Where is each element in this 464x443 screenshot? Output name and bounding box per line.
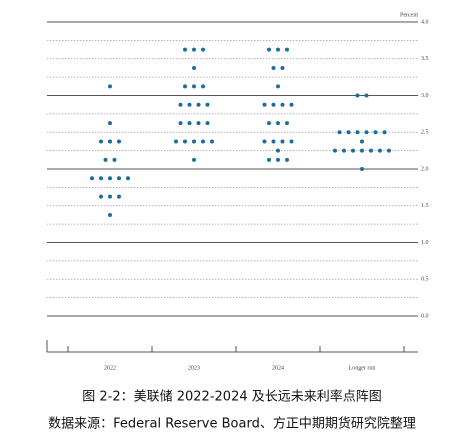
dot (360, 148, 364, 153)
dot (355, 93, 360, 98)
dot (364, 130, 369, 135)
dot (355, 130, 360, 135)
dot (346, 130, 351, 135)
dot (271, 65, 276, 70)
dot (351, 148, 355, 153)
dot (276, 84, 280, 89)
dot (183, 47, 187, 52)
dot (174, 139, 178, 144)
y-tick-label: 3.5 (421, 56, 429, 62)
dot (108, 121, 112, 126)
dot (280, 65, 285, 70)
dot (271, 139, 276, 144)
y-axis-label: Percent (400, 12, 418, 18)
dot (289, 102, 294, 107)
caption: 图 2-2：美联储 2022-2024 及长远未来利率点阵图 (82, 389, 382, 405)
dot (117, 194, 121, 199)
dot (192, 139, 196, 144)
dot (187, 102, 192, 107)
y-tick-label: 0.0 (421, 313, 429, 319)
dot (276, 157, 280, 162)
dot (280, 102, 285, 107)
dot (369, 148, 373, 153)
dot (192, 157, 196, 162)
y-tick-label: 0.5 (421, 277, 429, 283)
dot (280, 139, 285, 144)
dot (276, 121, 280, 126)
dot (112, 157, 117, 162)
y-tick-label: 2.0 (421, 166, 429, 172)
dot (205, 102, 210, 107)
dot (262, 102, 267, 107)
dot (267, 47, 271, 52)
y-tick-label: 3.0 (421, 93, 429, 99)
dot (108, 84, 112, 89)
x-tick-label: 2023 (188, 365, 200, 371)
dot (285, 157, 289, 162)
dot (360, 139, 364, 144)
dot (103, 157, 108, 162)
dot (387, 148, 391, 153)
dot (201, 47, 205, 52)
dot (201, 84, 205, 89)
dot (108, 139, 112, 144)
dot (196, 102, 201, 107)
dot (373, 130, 378, 135)
dot (382, 130, 387, 135)
dot (205, 121, 210, 126)
dot (276, 148, 280, 153)
y-tick-label: 2.5 (421, 130, 429, 136)
dot (192, 84, 196, 89)
dot (178, 102, 183, 107)
y-tick-label: 1.5 (421, 203, 429, 209)
dot (210, 139, 214, 144)
dot (178, 121, 183, 126)
dot (333, 148, 337, 153)
y-tick-label: 1.0 (421, 240, 429, 246)
dot (108, 176, 112, 181)
dot (196, 121, 201, 126)
dot (342, 148, 346, 153)
dot (192, 65, 196, 70)
dot (289, 139, 294, 144)
dot (201, 139, 205, 144)
dot (183, 84, 187, 89)
source: 数据来源：Federal Reserve Board、方正中期期货研究院整理 (48, 416, 416, 432)
dot (360, 167, 364, 171)
dot (267, 121, 271, 126)
dot (267, 157, 271, 162)
dot (99, 139, 103, 144)
dot (337, 130, 342, 135)
dot (276, 47, 280, 52)
dot (108, 194, 112, 199)
dot (90, 176, 94, 181)
dot (285, 47, 289, 52)
dot (192, 47, 196, 52)
dot (364, 93, 369, 98)
dot (271, 102, 276, 107)
dot (99, 176, 103, 181)
dot (285, 121, 289, 126)
dot (99, 194, 103, 199)
dot (108, 212, 112, 217)
x-tick-label: Longer run (349, 365, 376, 371)
dot (126, 176, 130, 181)
dot (378, 148, 382, 153)
dot (183, 139, 187, 144)
dot (117, 139, 121, 144)
dot (117, 176, 121, 181)
dot (262, 139, 267, 144)
y-tick-label: 4.0 (421, 19, 429, 25)
x-tick-label: 2024 (272, 365, 284, 371)
x-tick-label: 2022 (104, 365, 116, 371)
dot (187, 121, 192, 126)
